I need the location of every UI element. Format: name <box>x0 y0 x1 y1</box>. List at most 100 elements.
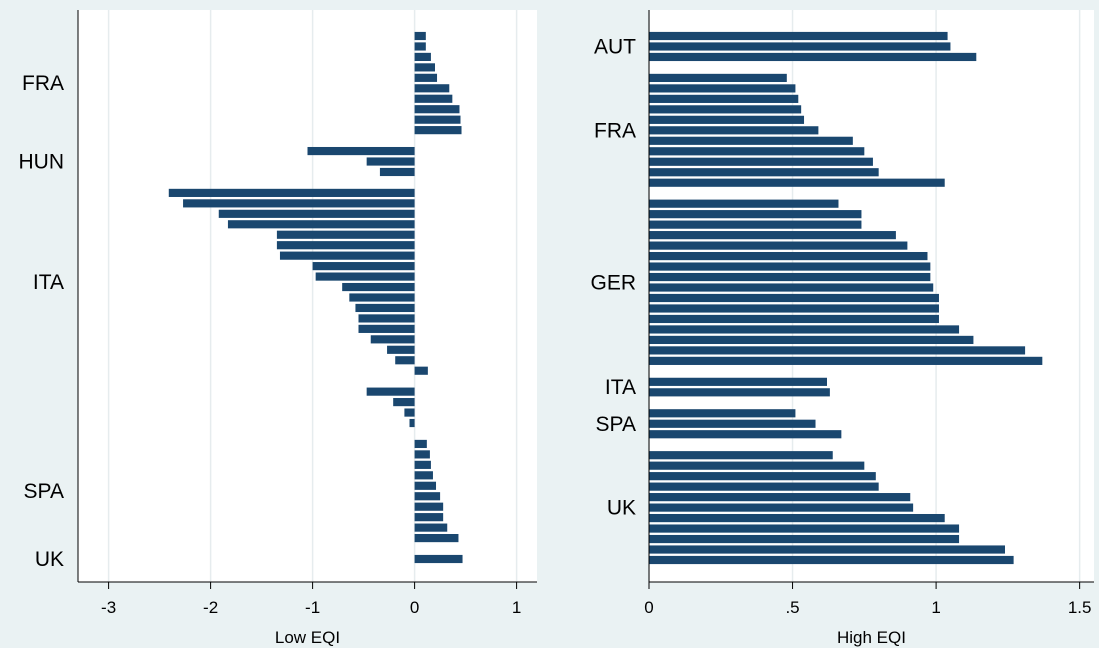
bar <box>366 157 415 166</box>
bar <box>276 241 415 250</box>
x-tick-label: 1.5 <box>1068 598 1092 617</box>
bar <box>649 325 960 334</box>
bar <box>649 335 974 345</box>
bar <box>649 105 802 114</box>
bar <box>649 126 819 135</box>
plot-area <box>78 10 537 582</box>
bar <box>414 31 426 41</box>
x-tick-label: -2 <box>203 598 218 617</box>
bar <box>649 534 960 544</box>
bar <box>649 52 977 62</box>
group-label: ITA <box>605 376 636 399</box>
bar <box>414 42 426 51</box>
bar <box>279 251 415 260</box>
panel-low-eqi: FRA HUN ITA SPA UK -3 -2 -1 0 1 Low EQI <box>19 10 537 647</box>
bar <box>649 314 939 324</box>
bar <box>649 147 865 156</box>
bar <box>355 303 415 313</box>
x-tick-label: 1 <box>512 598 521 617</box>
group-label: UK <box>607 497 636 520</box>
bar <box>649 178 945 187</box>
bar <box>649 84 796 93</box>
bar <box>358 314 415 323</box>
x-tick-label: 1 <box>931 598 940 617</box>
x-axis-title: Low EQI <box>275 628 340 647</box>
bar <box>276 230 415 239</box>
bar <box>649 283 934 292</box>
bar <box>649 73 787 83</box>
bar <box>183 199 415 208</box>
bar <box>342 282 415 292</box>
bar <box>649 272 931 282</box>
bar <box>414 439 427 449</box>
bar <box>649 513 945 523</box>
bar <box>649 472 876 481</box>
bar <box>649 461 865 470</box>
bar <box>649 31 948 41</box>
group-label: FRA <box>22 72 64 95</box>
bar <box>649 94 799 103</box>
bar <box>414 481 437 490</box>
bar <box>414 523 448 532</box>
bar <box>404 408 415 417</box>
bar <box>395 356 415 365</box>
bar <box>649 524 960 533</box>
bar <box>414 471 433 480</box>
group-label: GER <box>590 271 636 294</box>
bar <box>649 555 1014 565</box>
bar <box>649 251 928 261</box>
bar <box>649 493 911 502</box>
bar <box>649 346 1026 355</box>
bar <box>218 209 415 218</box>
bar <box>414 63 435 72</box>
bar <box>649 419 816 428</box>
bar <box>414 534 459 543</box>
bar <box>414 84 450 93</box>
bar <box>649 168 879 177</box>
bar <box>409 418 415 428</box>
bar <box>414 450 430 459</box>
bar <box>649 293 939 303</box>
x-tick-label: 0 <box>410 598 419 617</box>
bar <box>168 188 415 197</box>
bar <box>414 52 431 61</box>
bar <box>414 115 461 124</box>
x-tick-label: 0 <box>644 598 653 617</box>
bar <box>649 409 796 418</box>
bar <box>414 492 441 501</box>
group-label: FRA <box>594 119 636 142</box>
bar <box>349 293 415 302</box>
bar <box>649 210 862 219</box>
bar <box>649 220 862 229</box>
bar <box>393 398 415 407</box>
bar <box>414 460 431 469</box>
bar <box>414 126 462 135</box>
bar <box>358 324 415 333</box>
bar <box>414 73 438 82</box>
bar <box>312 262 415 271</box>
bar <box>649 482 879 491</box>
bar <box>649 262 931 271</box>
bar <box>649 199 839 208</box>
x-tick-label: -1 <box>305 598 320 617</box>
bar <box>227 220 415 229</box>
bar <box>649 42 951 51</box>
group-label: HUN <box>19 151 65 174</box>
bar <box>649 503 914 512</box>
bar <box>387 345 415 354</box>
group-label: SPA <box>596 413 636 436</box>
bar <box>649 115 805 124</box>
bar <box>649 451 833 460</box>
bar <box>370 335 415 344</box>
x-axis-title: High EQI <box>837 628 906 647</box>
x-tick-label: .5 <box>785 598 799 617</box>
bar <box>414 94 453 103</box>
group-label: ITA <box>33 271 64 294</box>
bar <box>649 545 1005 554</box>
group-label: AUT <box>594 35 636 58</box>
bar <box>649 304 939 313</box>
bar <box>414 366 428 375</box>
bar <box>414 502 444 511</box>
panel-high-eqi: AUT FRA GER ITA SPA UK 0 .5 1 1.5 High EQI <box>590 10 1094 647</box>
